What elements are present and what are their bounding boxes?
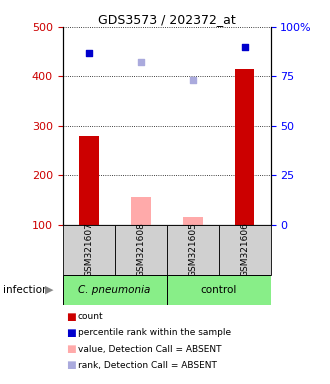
Point [86, 50, 91, 56]
Text: control: control [200, 285, 237, 295]
Bar [115, 225, 167, 275]
Bar [219, 225, 271, 275]
Text: rank, Detection Call = ABSENT: rank, Detection Call = ABSENT [78, 361, 216, 370]
Text: ■: ■ [66, 344, 76, 354]
Bar [183, 217, 203, 225]
Bar [131, 197, 150, 225]
Text: ■: ■ [66, 360, 76, 370]
Text: GSM321608: GSM321608 [136, 222, 145, 277]
Text: value, Detection Call = ABSENT: value, Detection Call = ABSENT [78, 344, 221, 354]
Bar [235, 69, 254, 225]
Text: ▶: ▶ [45, 285, 53, 295]
Bar [63, 225, 115, 275]
Point [190, 77, 195, 83]
Text: GSM321606: GSM321606 [240, 222, 249, 277]
Bar [63, 275, 167, 305]
Text: infection: infection [3, 285, 49, 295]
Text: count: count [78, 312, 103, 321]
Bar [167, 225, 219, 275]
Text: GSM321605: GSM321605 [188, 222, 197, 277]
Point [242, 44, 247, 50]
Bar [167, 275, 271, 305]
Text: ■: ■ [66, 328, 76, 338]
Text: percentile rank within the sample: percentile rank within the sample [78, 328, 231, 338]
Point [138, 60, 143, 66]
Bar [79, 136, 99, 225]
Title: GDS3573 / 202372_at: GDS3573 / 202372_at [98, 13, 236, 26]
Text: GSM321607: GSM321607 [84, 222, 93, 277]
Text: ■: ■ [66, 312, 76, 322]
Text: C. pneumonia: C. pneumonia [79, 285, 151, 295]
